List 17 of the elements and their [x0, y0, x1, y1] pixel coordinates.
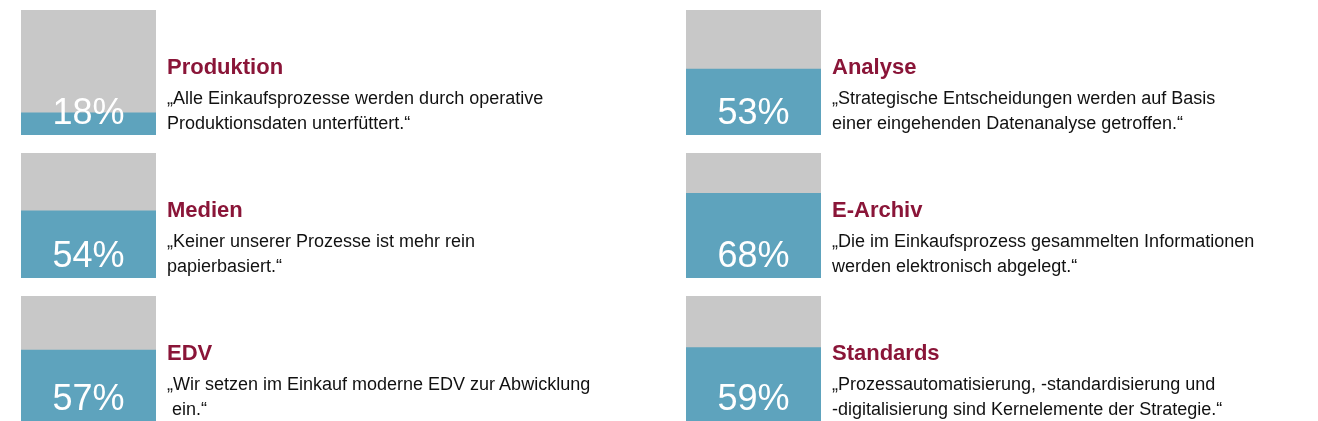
text: „Keiner unserer Prozesse ist mehr rein papierbasiert.“	[167, 230, 481, 276]
text: „Wir setzen im Einkauf moderne EDV zur Abwicklung ein.“	[167, 373, 591, 419]
text: „Die im Einkaufsprozess gesammelten Informationen werden elektronisch abgelegt.“	[831, 230, 1260, 276]
text: Medien	[167, 196, 243, 222]
text: E-Archiv	[832, 196, 924, 222]
text: EDV	[167, 339, 213, 365]
text: Standards	[832, 339, 940, 365]
text: „Alle Einkaufsprozesse werden durch operative Produktionsdaten unterfüttert.“	[167, 87, 549, 133]
data-label: 57%	[52, 376, 125, 418]
data-label: 54%	[52, 233, 125, 275]
data-label: 59%	[717, 376, 790, 418]
data-label: 68%	[717, 233, 790, 275]
text: Produktion	[167, 53, 284, 79]
data-label: 53%	[717, 90, 790, 132]
text: „Prozessautomatisierung, -standardisierung und -digitalisierung sind Kernelemente der Strategie.“	[832, 373, 1223, 419]
text: Analyse	[832, 53, 917, 79]
text: „Strategische Entscheidungen werden auf Basis einer eingehenden Datenanalyse getroffen.“	[832, 87, 1221, 133]
